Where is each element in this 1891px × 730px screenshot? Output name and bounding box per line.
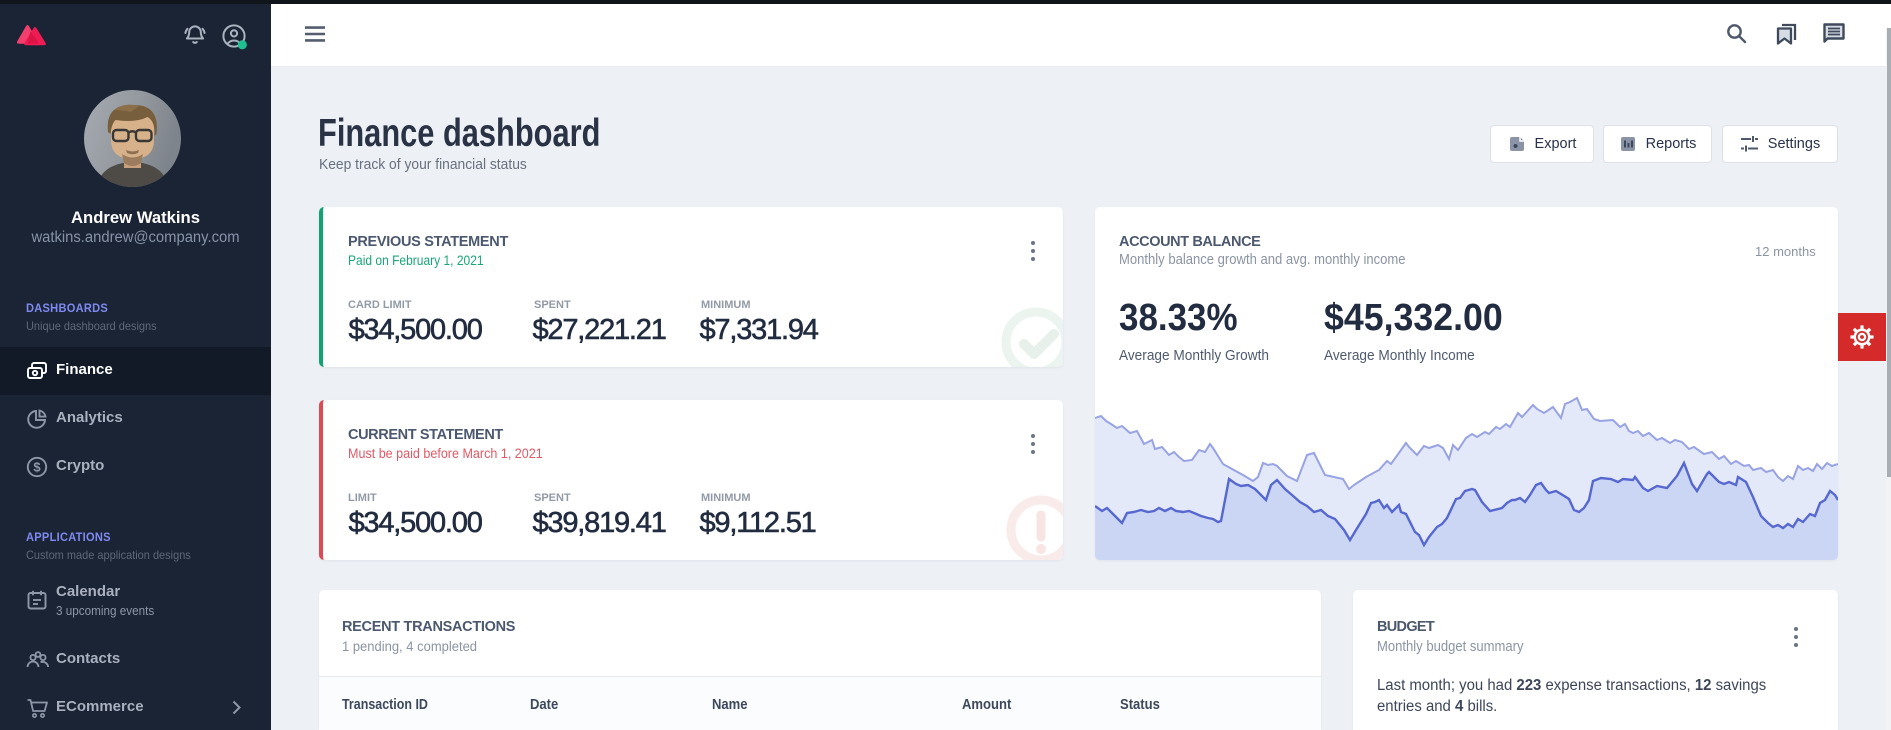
svg-text:$: $ bbox=[33, 460, 41, 475]
